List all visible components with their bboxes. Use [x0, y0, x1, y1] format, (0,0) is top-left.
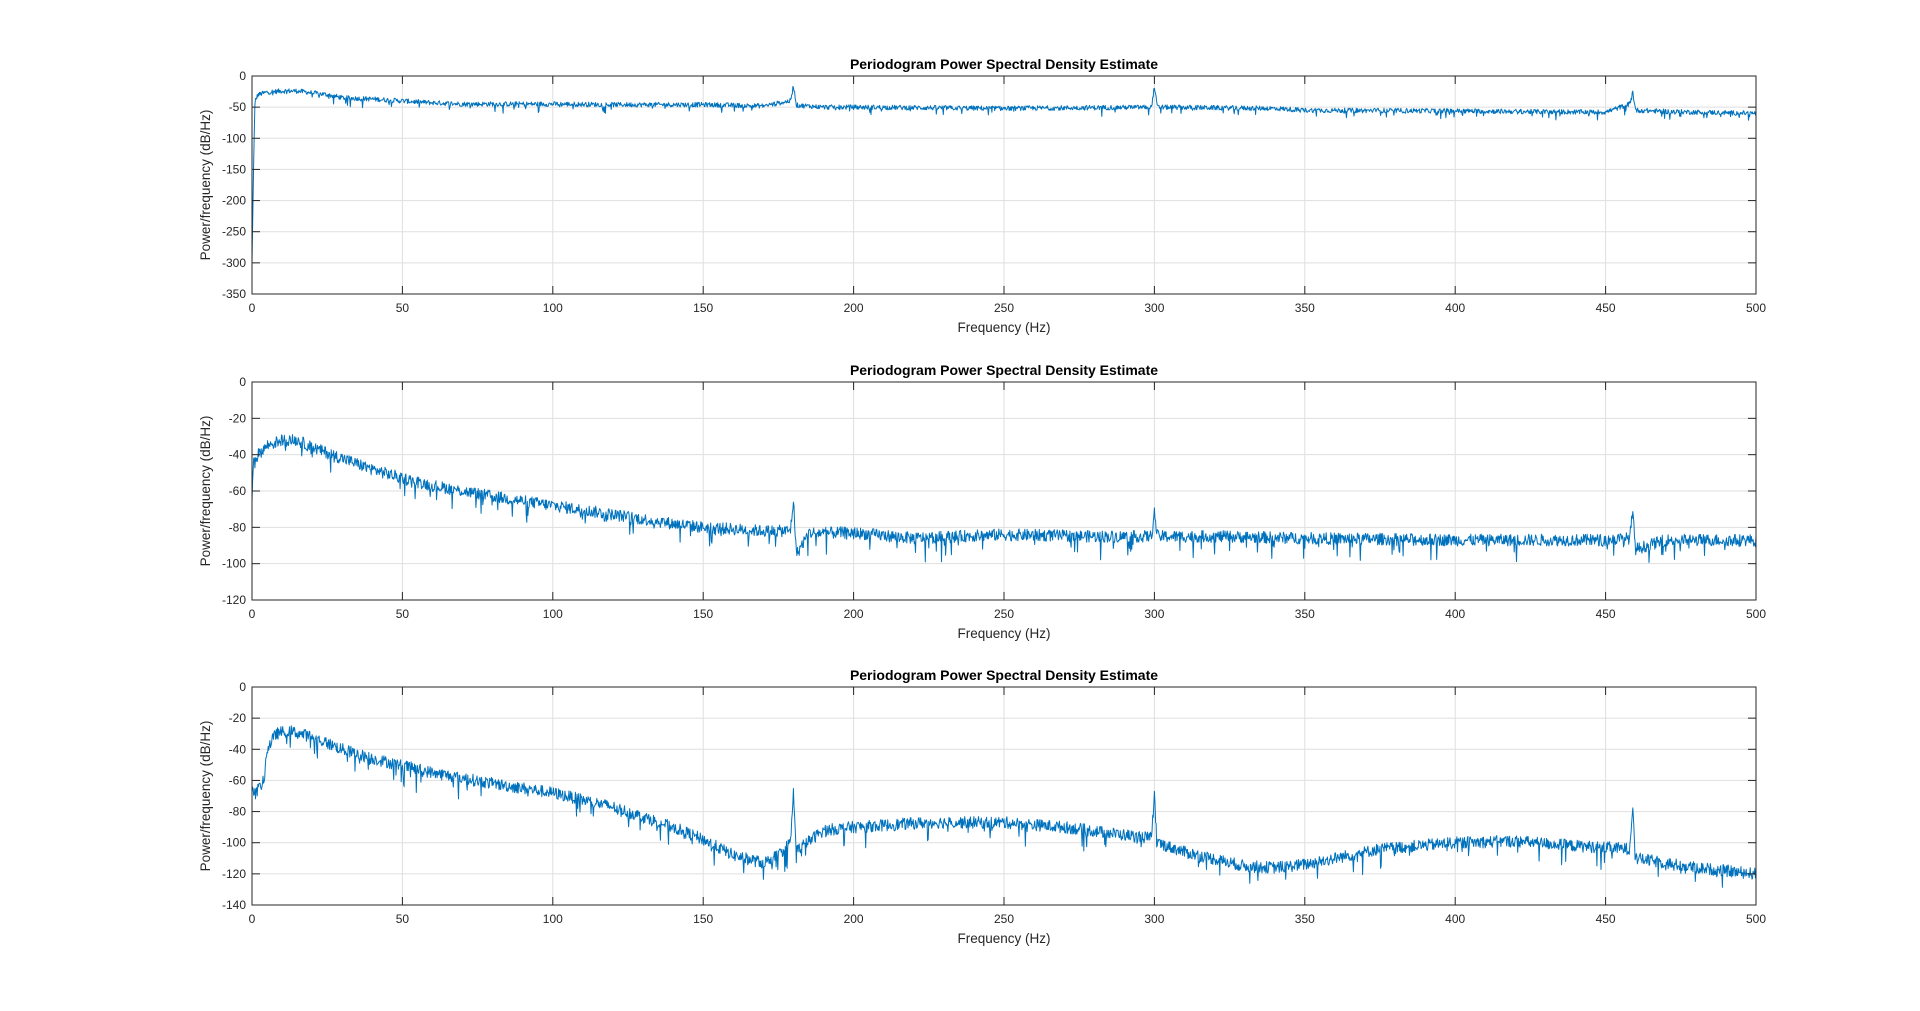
x-tick-label: 500 — [1746, 912, 1766, 926]
x-tick-label: 150 — [693, 607, 713, 621]
x-tick-label: 300 — [1144, 301, 1164, 315]
y-tick-label: -60 — [229, 773, 247, 787]
x-tick-label: 300 — [1144, 912, 1164, 926]
x-tick-label: 500 — [1746, 607, 1766, 621]
y-tick-label: -40 — [229, 742, 247, 756]
y-tick-label: -200 — [222, 194, 246, 208]
x-tick-label: 50 — [396, 607, 410, 621]
y-tick-label: -20 — [229, 711, 247, 725]
x-tick-label: 350 — [1295, 301, 1315, 315]
x-tick-label: 450 — [1596, 301, 1616, 315]
x-axis-label: Frequency (Hz) — [957, 931, 1050, 946]
y-tick-label: -140 — [222, 898, 246, 912]
x-tick-label: 200 — [844, 607, 864, 621]
x-tick-label: 0 — [249, 912, 256, 926]
y-axis-label: Power/frequency (dB/Hz) — [198, 416, 213, 567]
y-tick-label: -80 — [229, 520, 247, 534]
chart-title: Periodogram Power Spectral Density Estim… — [850, 362, 1158, 378]
chart-title: Periodogram Power Spectral Density Estim… — [850, 667, 1158, 683]
x-tick-label: 200 — [844, 301, 864, 315]
y-tick-label: -120 — [222, 593, 246, 607]
x-tick-label: 0 — [249, 301, 256, 315]
x-tick-label: 400 — [1445, 912, 1465, 926]
x-tick-label: 100 — [543, 607, 563, 621]
series-line-1 — [251, 85, 1757, 263]
x-tick-label: 0 — [249, 607, 256, 621]
y-axis-label: Power/frequency (dB/Hz) — [198, 721, 213, 872]
y-tick-label: -100 — [222, 557, 246, 571]
x-tick-label: 50 — [396, 912, 410, 926]
x-tick-label: 250 — [994, 607, 1014, 621]
x-tick-label: 250 — [994, 912, 1014, 926]
y-tick-label: -80 — [229, 805, 247, 819]
x-tick-label: 200 — [844, 912, 864, 926]
y-tick-label: -50 — [229, 100, 247, 114]
chart-title: Periodogram Power Spectral Density Estim… — [850, 56, 1158, 72]
x-tick-label: 150 — [693, 912, 713, 926]
chart-panel-3: 0 50 100 150 200 250 300 350 400 450 500 0 -20 -40 -60… — [198, 667, 1766, 946]
y-tick-label: 0 — [239, 680, 246, 694]
y-tick-label: -20 — [229, 411, 247, 425]
series-line-1 — [251, 725, 1757, 888]
y-tick-label: -350 — [222, 287, 246, 301]
x-tick-label: 300 — [1144, 607, 1164, 621]
y-tick-label: -300 — [222, 256, 246, 270]
x-tick-label: 450 — [1596, 607, 1616, 621]
x-tick-label: 350 — [1295, 912, 1315, 926]
chart-panel-1: 0 50 100 150 200 250 300 350 400 450 500 0 -50 -100 -1… — [198, 56, 1766, 335]
y-axis-label: Power/frequency (dB/Hz) — [198, 110, 213, 261]
y-tick-label: -100 — [222, 131, 246, 145]
y-tick-label: -60 — [229, 484, 247, 498]
y-tick-label: -100 — [222, 836, 246, 850]
x-tick-label: 400 — [1445, 607, 1465, 621]
y-tick-label: -120 — [222, 867, 246, 881]
y-tick-label: -250 — [222, 225, 246, 239]
x-tick-label: 100 — [543, 912, 563, 926]
x-tick-label: 500 — [1746, 301, 1766, 315]
y-tick-label: 0 — [239, 375, 246, 389]
x-tick-label: 50 — [396, 301, 410, 315]
x-tick-label: 250 — [994, 301, 1014, 315]
x-tick-label: 350 — [1295, 607, 1315, 621]
x-tick-label: 400 — [1445, 301, 1465, 315]
x-axis-label: Frequency (Hz) — [957, 626, 1050, 641]
chart-panel-2: 0 50 100 150 200 250 300 350 400 450 500 0 -20 -40 -60… — [198, 362, 1766, 641]
x-tick-label: 150 — [693, 301, 713, 315]
y-tick-label: -40 — [229, 448, 247, 462]
x-tick-label: 100 — [543, 301, 563, 315]
y-tick-label: 0 — [239, 69, 246, 83]
x-axis-label: Frequency (Hz) — [957, 320, 1050, 335]
x-tick-label: 450 — [1596, 912, 1616, 926]
y-tick-label: -150 — [222, 162, 246, 176]
series-line-1 — [251, 434, 1757, 563]
